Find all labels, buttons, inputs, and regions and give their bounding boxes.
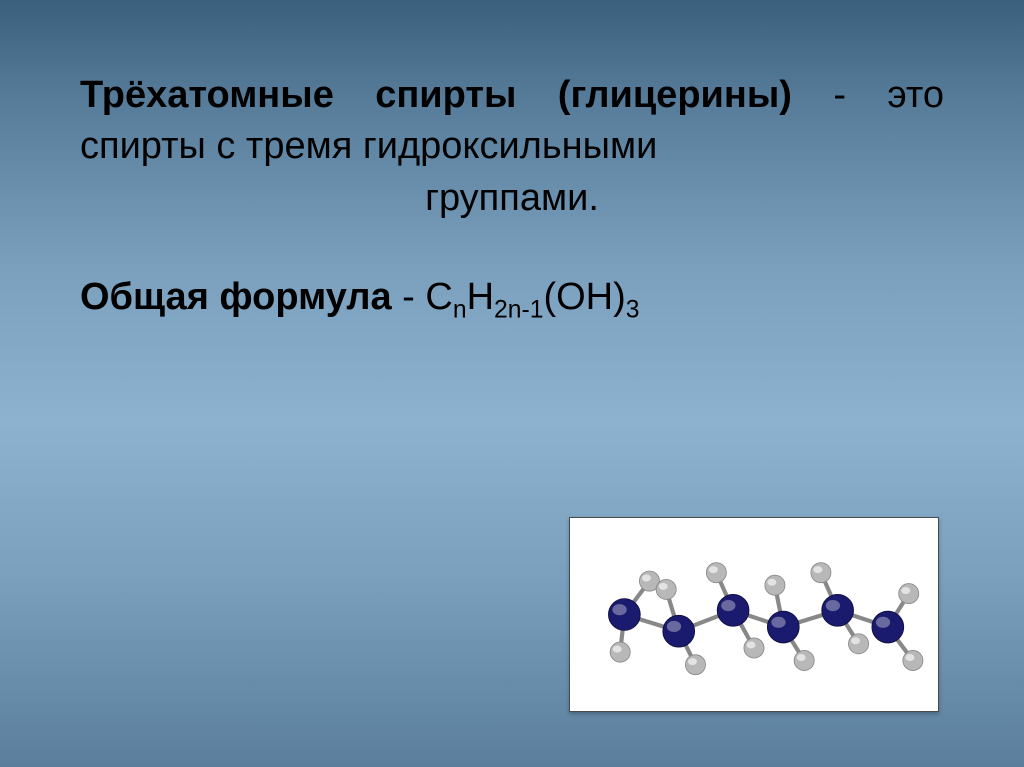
definition-last-line: группами. [80,173,944,224]
molecule-svg [570,518,938,711]
definition-paragraph: Трёхатомные спирты (глицерины) - это спи… [80,70,944,224]
term-bold: Трёхатомные спирты (глицерины) [80,74,792,116]
formula-line: Общая формула - CnH2n-1(OH)3 [80,272,944,327]
formula-separator: - [392,276,426,318]
chemical-formula: CnH2n-1(OH)3 [425,276,639,318]
molecule-image [569,517,939,712]
slide-content: Трёхатомные спирты (глицерины) - это спи… [0,0,1024,327]
formula-label: Общая формула [80,276,392,318]
